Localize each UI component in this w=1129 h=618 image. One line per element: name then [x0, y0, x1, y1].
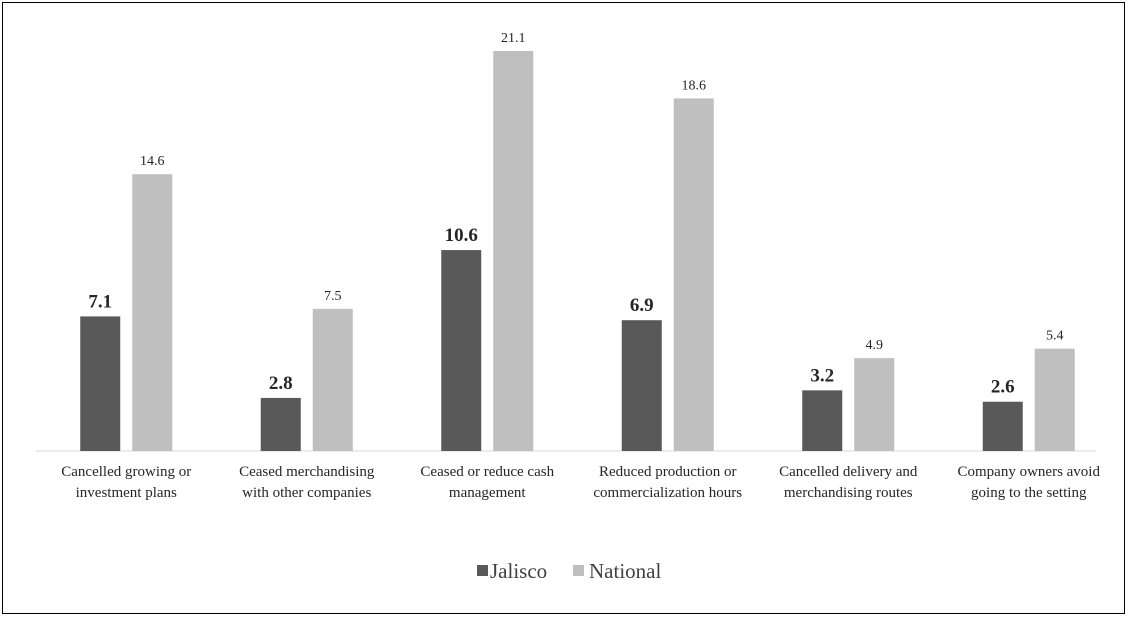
- category-label-1-line-2: investment plans: [76, 485, 177, 501]
- bars-group: [80, 51, 1075, 452]
- bar-national-3: [493, 51, 534, 451]
- bar-jalisco-3: [441, 250, 482, 451]
- legend-label-national: National: [589, 559, 661, 583]
- bar-jalisco-6: [982, 401, 1023, 451]
- category-label-2-line-2: with other companies: [242, 485, 371, 501]
- category-label-5-line-1: Cancelled delivery and: [779, 464, 918, 480]
- data-label-national-2: 7.5: [324, 289, 342, 304]
- bar-national-4: [673, 98, 714, 452]
- category-label-4-line-1: Reduced production or: [599, 464, 736, 480]
- category-label-6-line-2: going to the setting: [971, 485, 1087, 501]
- data-label-national-6: 5.4: [1046, 329, 1064, 344]
- bar-national-2: [312, 308, 353, 451]
- data-label-jalisco-4: 6.9: [630, 295, 654, 316]
- data-label-jalisco-5: 3.2: [810, 365, 834, 386]
- category-label-2-line-1: Ceased merchandising: [239, 464, 375, 480]
- bar-jalisco-1: [80, 316, 121, 451]
- category-label-3-line-1: Ceased or reduce cash: [420, 464, 554, 480]
- category-label-5-line-2: merchandising routes: [784, 485, 913, 501]
- bar-jalisco-2: [260, 397, 301, 451]
- data-label-jalisco-2: 2.8: [269, 373, 293, 394]
- category-labels-group: Cancelled growing or investment plans Ceas…: [61, 464, 1100, 501]
- legend-swatch-jalisco: [477, 565, 488, 576]
- bar-national-6: [1034, 348, 1075, 451]
- data-label-jalisco-6: 2.6: [991, 377, 1015, 398]
- data-label-national-1: 14.6: [140, 154, 165, 169]
- data-label-national-5: 4.9: [866, 338, 884, 353]
- data-label-national-4: 18.6: [682, 78, 707, 93]
- category-label-1-line-1: Cancelled growing or: [61, 464, 191, 480]
- data-label-jalisco-1: 7.1: [88, 291, 112, 312]
- category-label-3-line-2: management: [449, 485, 526, 501]
- bar-national-1: [132, 174, 173, 451]
- category-label-4-line-2: commercialization hours: [593, 485, 742, 501]
- legend-swatch-national: [573, 565, 584, 576]
- data-label-national-3: 21.1: [501, 31, 526, 46]
- category-label-6-line-1: Company owners avoid: [958, 464, 1101, 480]
- bar-jalisco-5: [802, 390, 843, 451]
- data-labels-group: 7.1 14.6 2.8 7.5 10.6 21.1 6.9 18.6 3.2 4.9 2.6 5.4: [88, 31, 1063, 398]
- legend-label-jalisco: Jalisco: [490, 559, 547, 583]
- legend: Jalisco National: [477, 559, 661, 583]
- data-label-jalisco-3: 10.6: [445, 225, 478, 246]
- bar-jalisco-4: [621, 320, 662, 451]
- bar-national-5: [854, 358, 895, 451]
